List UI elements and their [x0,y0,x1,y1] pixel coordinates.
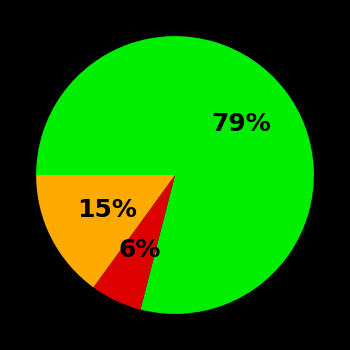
Text: 6%: 6% [118,238,161,262]
Wedge shape [93,175,175,309]
Text: 15%: 15% [77,198,137,222]
Wedge shape [36,36,314,314]
Wedge shape [36,175,175,287]
Text: 79%: 79% [211,112,271,136]
